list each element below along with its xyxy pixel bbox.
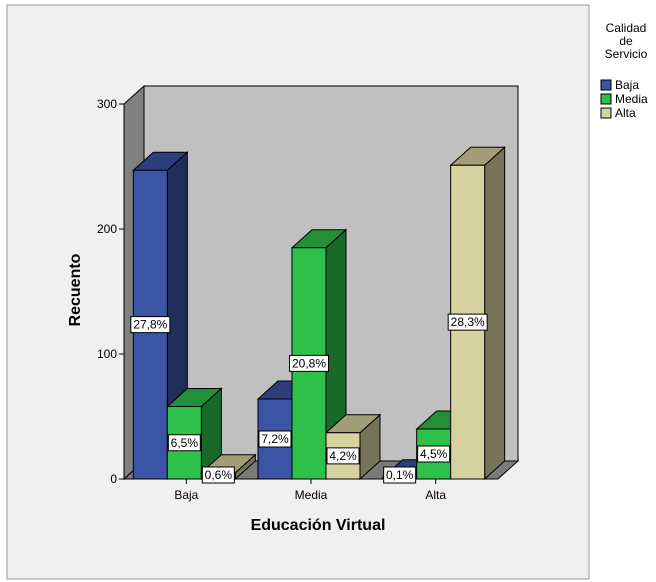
svg-text:0,6%: 0,6% — [205, 468, 233, 482]
svg-text:4,5%: 4,5% — [420, 447, 448, 461]
bar-alta-alta — [449, 146, 506, 481]
x-tick-label: Media — [295, 488, 328, 502]
legend-swatch — [600, 107, 612, 119]
svg-text:6,5%: 6,5% — [171, 436, 199, 450]
legend-title: Servicio — [605, 47, 648, 61]
svg-text:20,8%: 20,8% — [292, 356, 326, 370]
legend-label: Baja — [615, 78, 639, 92]
data-label: 4,2% — [326, 447, 360, 465]
x-tick-label: Baja — [174, 488, 198, 502]
x-axis-title: Educación Virtual — [251, 517, 386, 534]
data-label: 27,8% — [130, 316, 171, 334]
data-label: 28,3% — [447, 313, 488, 331]
y-tick-label: 0 — [110, 472, 117, 486]
data-label: 20,8% — [289, 354, 329, 372]
data-label: 0,6% — [201, 466, 235, 484]
y-tick-label: 100 — [97, 347, 117, 361]
svg-text:27,8%: 27,8% — [133, 318, 167, 332]
y-axis-title: Recuento — [67, 253, 84, 326]
data-label: 6,5% — [167, 434, 201, 452]
x-tick-label: Alta — [425, 488, 446, 502]
legend-title: de — [619, 34, 633, 48]
y-tick-label: 300 — [97, 97, 117, 111]
legend-swatch — [600, 79, 612, 91]
svg-text:28,3%: 28,3% — [451, 315, 485, 329]
legend-label: Alta — [615, 106, 636, 120]
legend-label: Media — [615, 92, 648, 106]
svg-text:7,2%: 7,2% — [261, 432, 289, 446]
svg-text:4,2%: 4,2% — [329, 449, 357, 463]
svg-text:0,1%: 0,1% — [386, 468, 414, 482]
data-label: 0,1% — [383, 466, 417, 484]
y-tick-label: 200 — [97, 222, 117, 236]
data-label: 4,5% — [417, 445, 451, 463]
data-label: 7,2% — [258, 430, 292, 448]
legend-swatch — [600, 93, 612, 105]
legend-title: Calidad — [606, 21, 647, 35]
